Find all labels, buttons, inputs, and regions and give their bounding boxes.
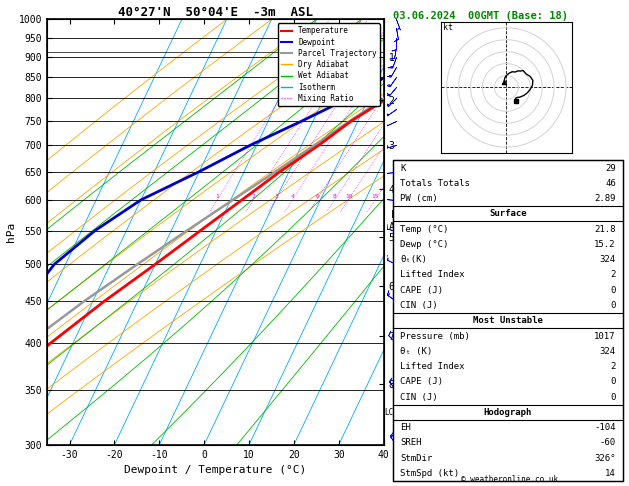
Text: CAPE (J): CAPE (J): [400, 377, 443, 386]
Text: CAPE (J): CAPE (J): [400, 286, 443, 295]
Text: SREH: SREH: [400, 438, 421, 448]
Text: 21.8: 21.8: [594, 225, 616, 234]
X-axis label: Dewpoint / Temperature (°C): Dewpoint / Temperature (°C): [125, 465, 306, 475]
Text: 324: 324: [599, 255, 616, 264]
Text: θₜ (K): θₜ (K): [400, 347, 432, 356]
Text: 6: 6: [315, 194, 319, 199]
Text: 2: 2: [611, 270, 616, 279]
Text: 15.2: 15.2: [594, 240, 616, 249]
Text: 2.89: 2.89: [594, 194, 616, 203]
Text: Surface: Surface: [489, 209, 526, 218]
Text: StmSpd (kt): StmSpd (kt): [400, 469, 459, 478]
Text: Lifted Index: Lifted Index: [400, 270, 464, 279]
Text: 3: 3: [274, 194, 278, 199]
Text: 29: 29: [605, 163, 616, 173]
Text: Most Unstable: Most Unstable: [473, 316, 543, 325]
Text: 0: 0: [611, 377, 616, 386]
Text: 10: 10: [345, 194, 353, 199]
Text: 1017: 1017: [594, 331, 616, 341]
Text: 8: 8: [333, 194, 337, 199]
Legend: Temperature, Dewpoint, Parcel Trajectory, Dry Adiabat, Wet Adiabat, Isotherm, Mi: Temperature, Dewpoint, Parcel Trajectory…: [277, 23, 380, 106]
Text: © weatheronline.co.uk: © weatheronline.co.uk: [461, 474, 558, 484]
Text: 0: 0: [611, 286, 616, 295]
Text: 03.06.2024  00GMT (Base: 18): 03.06.2024 00GMT (Base: 18): [393, 11, 568, 21]
Text: LCL: LCL: [384, 408, 398, 417]
Text: -104: -104: [594, 423, 616, 432]
Text: Temp (°C): Temp (°C): [400, 225, 448, 234]
Text: StmDir: StmDir: [400, 454, 432, 463]
Text: -60: -60: [599, 438, 616, 448]
Text: Totals Totals: Totals Totals: [400, 179, 470, 188]
Text: 2: 2: [611, 362, 616, 371]
Text: Lifted Index: Lifted Index: [400, 362, 464, 371]
Text: Hodograph: Hodograph: [484, 408, 532, 417]
Text: 15: 15: [372, 194, 379, 199]
Text: 2: 2: [252, 194, 256, 199]
Text: 46: 46: [605, 179, 616, 188]
Text: kt: kt: [443, 23, 453, 32]
Text: Pressure (mb): Pressure (mb): [400, 331, 470, 341]
Text: 4: 4: [291, 194, 295, 199]
Text: EH: EH: [400, 423, 411, 432]
Title: 40°27'N  50°04'E  -3m  ASL: 40°27'N 50°04'E -3m ASL: [118, 6, 313, 19]
Text: 14: 14: [605, 469, 616, 478]
Text: 0: 0: [611, 393, 616, 401]
Text: PW (cm): PW (cm): [400, 194, 438, 203]
Text: CIN (J): CIN (J): [400, 393, 438, 401]
Text: 324: 324: [599, 347, 616, 356]
Text: Dewp (°C): Dewp (°C): [400, 240, 448, 249]
Text: 0: 0: [611, 301, 616, 310]
Text: K: K: [400, 163, 405, 173]
Text: CIN (J): CIN (J): [400, 301, 438, 310]
Text: 326°: 326°: [594, 454, 616, 463]
Text: 1: 1: [216, 194, 220, 199]
Y-axis label: km
ASL: km ASL: [388, 210, 406, 232]
Text: θₜ(K): θₜ(K): [400, 255, 427, 264]
Y-axis label: hPa: hPa: [6, 222, 16, 242]
